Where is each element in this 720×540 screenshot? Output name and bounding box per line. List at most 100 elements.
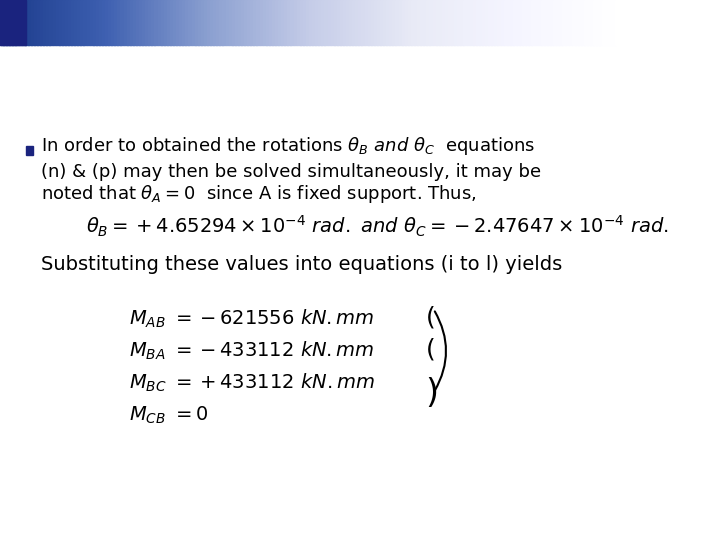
Bar (467, 0, 470, 45)
Bar (65, 0, 69, 45)
Bar (124, 0, 127, 45)
Bar (176, 0, 180, 45)
Bar (562, 0, 566, 45)
Bar (84, 0, 87, 45)
Bar (405, 0, 409, 45)
Bar (426, 0, 431, 45)
Bar (587, 0, 591, 45)
Bar (222, 0, 226, 45)
Bar (93, 0, 96, 45)
Bar (408, 0, 412, 45)
Bar (297, 0, 300, 45)
Bar (352, 0, 356, 45)
Bar (488, 0, 492, 45)
Bar (241, 0, 245, 45)
Bar (612, 0, 616, 45)
Bar (145, 0, 149, 45)
Bar (244, 0, 248, 45)
Bar (315, 0, 319, 45)
Bar (361, 0, 366, 45)
Bar (50, 0, 53, 45)
Bar (225, 0, 230, 45)
Bar (485, 0, 489, 45)
Bar (519, 0, 523, 45)
Bar (538, 0, 541, 45)
Bar (528, 0, 532, 45)
Bar (328, 0, 331, 45)
Bar (204, 0, 208, 45)
Bar (593, 0, 597, 45)
Text: $M_{BA}\ = -433112\ \mathit{kN.mm}$: $M_{BA}\ = -433112\ \mathit{kN.mm}$ (129, 340, 374, 362)
Bar (161, 0, 165, 45)
Bar (53, 0, 56, 45)
Bar (510, 0, 514, 45)
Bar (275, 0, 279, 45)
Bar (371, 0, 374, 45)
Text: $\theta_B = +4.65294 \times 10^{-4}\ \mathit{rad.\ and}\ \theta_C = -2.47647 \ti: $\theta_B = +4.65294 \times 10^{-4}\ \ma… (86, 213, 668, 239)
Bar (318, 0, 322, 45)
Bar (392, 0, 396, 45)
Bar (210, 0, 214, 45)
Bar (269, 0, 273, 45)
Bar (232, 0, 235, 45)
Bar (411, 0, 415, 45)
Bar (383, 0, 387, 45)
Bar (182, 0, 186, 45)
Bar (259, 0, 264, 45)
Bar (148, 0, 152, 45)
Bar (59, 0, 63, 45)
Bar (603, 0, 606, 45)
Text: $M_{BC}\ = +433112\ \mathit{kN.mm}$: $M_{BC}\ = +433112\ \mathit{kN.mm}$ (129, 372, 374, 394)
Bar (256, 0, 261, 45)
Bar (114, 0, 118, 45)
Bar (300, 0, 304, 45)
Bar (464, 0, 467, 45)
Bar (105, 0, 109, 45)
Text: $M_{AB}\ = -621556\ \mathit{kN.mm}$: $M_{AB}\ = -621556\ \mathit{kN.mm}$ (129, 308, 374, 330)
Bar (377, 0, 381, 45)
Bar (544, 0, 548, 45)
Bar (550, 0, 554, 45)
Bar (584, 0, 588, 45)
Bar (429, 0, 433, 45)
Bar (522, 0, 526, 45)
Bar (559, 0, 563, 45)
Bar (500, 0, 505, 45)
Bar (343, 0, 347, 45)
Bar (284, 0, 288, 45)
Text: $\mathsf{(}$: $\mathsf{(}$ (425, 304, 435, 330)
Bar (37, 0, 41, 45)
Bar (238, 0, 242, 45)
Bar (491, 0, 495, 45)
Bar (590, 0, 594, 45)
Bar (402, 0, 405, 45)
Bar (534, 0, 539, 45)
Bar (513, 0, 517, 45)
Bar (547, 0, 551, 45)
Bar (355, 0, 359, 45)
Bar (86, 0, 91, 45)
Bar (565, 0, 570, 45)
Bar (306, 0, 310, 45)
Bar (81, 0, 84, 45)
Bar (40, 0, 44, 45)
Text: noted that $\theta_A = 0$  since A is fixed support. Thus,: noted that $\theta_A = 0$ since A is fix… (41, 183, 477, 205)
Bar (31, 0, 35, 45)
Bar (399, 0, 402, 45)
Bar (448, 0, 452, 45)
Bar (28, 0, 32, 45)
Bar (386, 0, 390, 45)
Bar (216, 0, 220, 45)
Bar (526, 0, 529, 45)
Bar (272, 0, 276, 45)
Bar (127, 0, 130, 45)
Bar (460, 0, 464, 45)
Bar (34, 0, 38, 45)
Bar (26, 145, 33, 154)
Bar (290, 0, 294, 45)
Bar (374, 0, 378, 45)
Text: Substituting these values into equations (i to l) yields: Substituting these values into equations… (41, 254, 562, 273)
Bar (482, 0, 486, 45)
Bar (130, 0, 134, 45)
Bar (479, 0, 483, 45)
